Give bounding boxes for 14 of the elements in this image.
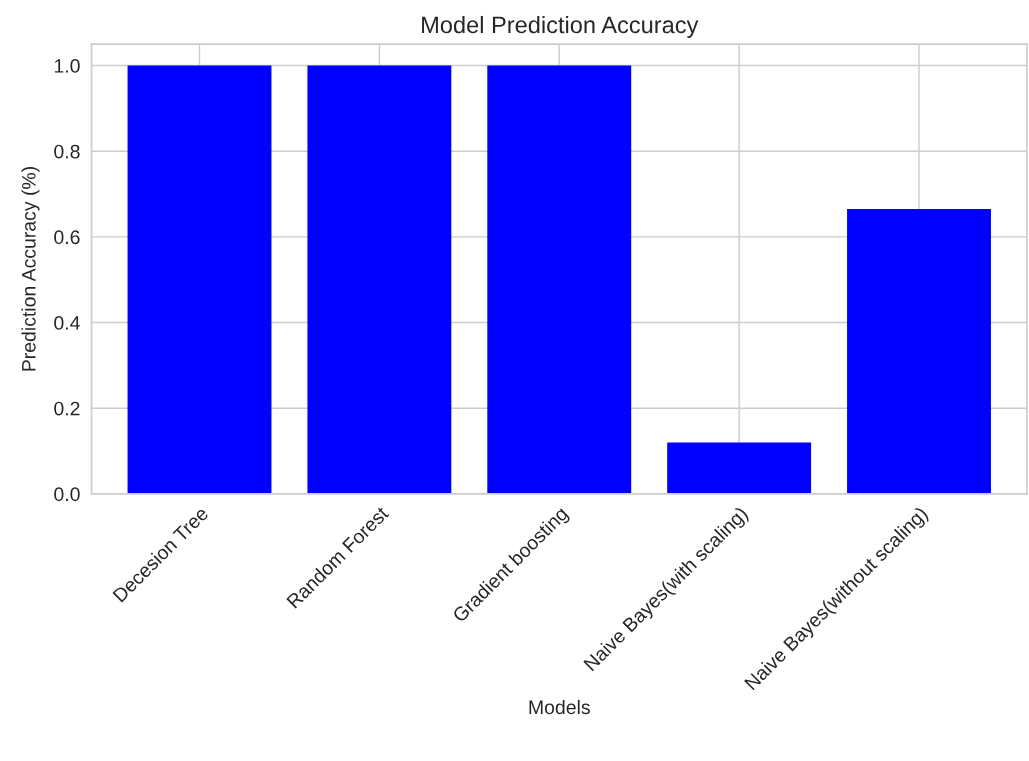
chart-title: Model Prediction Accuracy [422, 15, 699, 38]
y-axis-title: Prediction Accuracy (%) [21, 167, 40, 371]
y-tick-label: 0.0 [54, 487, 80, 502]
bar [667, 442, 812, 494]
y-tick-label: 0.4 [54, 316, 80, 330]
y-tick-label: 1.0 [54, 59, 80, 73]
x-axis-title: Models [529, 699, 590, 715]
bar [847, 209, 991, 494]
y-tick-label: 0.8 [54, 144, 80, 159]
y-tick-label: 0.2 [54, 401, 80, 416]
y-tick-label: 0.6 [54, 230, 80, 245]
bar [127, 65, 272, 494]
bar [487, 65, 632, 494]
bar [307, 65, 452, 494]
